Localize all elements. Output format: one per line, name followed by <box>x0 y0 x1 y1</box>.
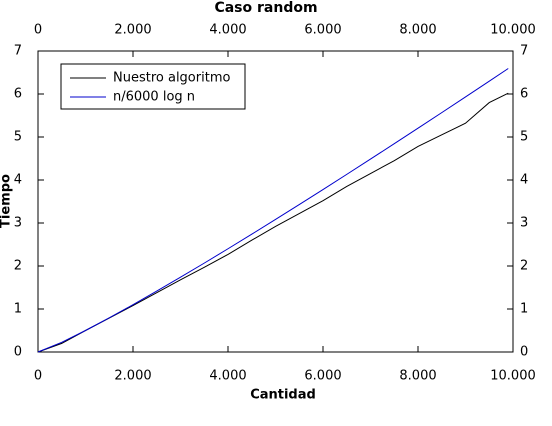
chart-title: Caso random <box>214 0 317 16</box>
y-tick-label: 4 <box>520 173 528 188</box>
y-tick-label: 5 <box>520 130 528 145</box>
y-tick-label: 0 <box>520 345 528 360</box>
y-tick-label: 1 <box>14 302 22 317</box>
y-tick-label: 3 <box>520 216 528 231</box>
plot-frame <box>37 50 514 353</box>
x-tick-label: 6.000 <box>304 369 341 384</box>
legend-label: Nuestro algoritmo <box>113 71 230 86</box>
legend-box <box>60 63 246 110</box>
y-tick-label: 1 <box>520 302 528 317</box>
y-tick-label: 4 <box>14 173 22 188</box>
y-tick-label: 3 <box>14 216 22 231</box>
line-series <box>37 92 509 353</box>
x-tick-label: 0 <box>34 23 42 38</box>
y-axis-label: Tiempo <box>0 174 14 228</box>
y-tick-label: 7 <box>14 44 22 59</box>
y-tick-label: 2 <box>520 259 528 274</box>
line-series <box>37 68 509 353</box>
x-tick-label: 2.000 <box>114 369 151 384</box>
y-tick-label: 0 <box>14 345 22 360</box>
x-tick-label: 0 <box>34 369 42 384</box>
y-tick-label: 5 <box>14 130 22 145</box>
x-tick-label: 6.000 <box>304 23 341 38</box>
x-tick-label: 10.000 <box>490 369 536 384</box>
x-tick-label: 4.000 <box>209 369 246 384</box>
x-tick-label: 2.000 <box>114 23 151 38</box>
y-tick-label: 7 <box>520 44 528 59</box>
y-tick-label: 2 <box>14 259 22 274</box>
x-tick-label: 8.000 <box>399 23 436 38</box>
x-axis-label: Cantidad <box>250 388 316 403</box>
x-tick-label: 8.000 <box>399 369 436 384</box>
x-tick-label: 10.000 <box>490 23 536 38</box>
y-tick-label: 6 <box>14 87 22 102</box>
x-tick-label: 4.000 <box>209 23 246 38</box>
legend-label: n/6000 log n <box>113 90 195 105</box>
y-tick-label: 6 <box>520 87 528 102</box>
